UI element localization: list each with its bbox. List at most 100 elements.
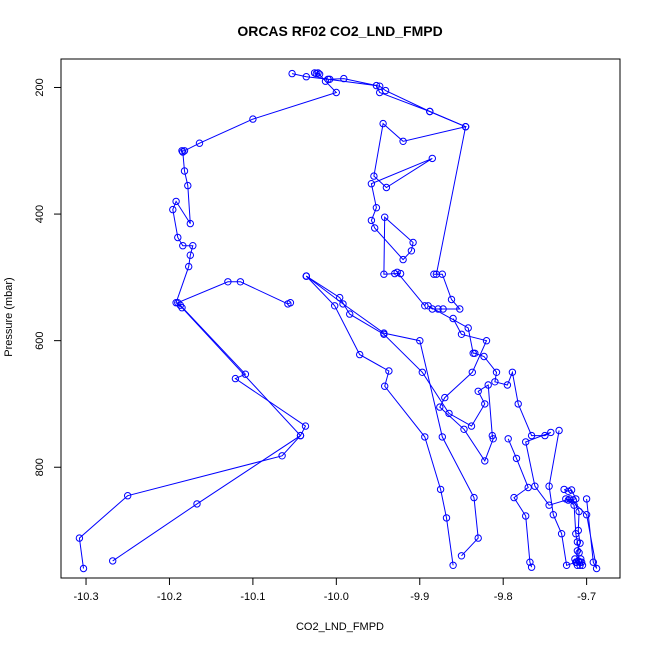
series-7 (302, 272, 482, 560)
series-1 (75, 278, 310, 573)
data-point (577, 558, 586, 566)
plot-area (60, 58, 621, 579)
y-axis-label: Pressure (mbar) (3, 277, 15, 356)
data-point (531, 482, 539, 490)
data-point (370, 172, 378, 180)
data-point (315, 70, 324, 78)
data-point (547, 428, 555, 437)
data-point (575, 507, 583, 516)
data-point (510, 493, 518, 502)
data-point (442, 514, 451, 522)
data-point (447, 295, 456, 304)
data-point (560, 485, 568, 494)
data-point (180, 167, 189, 175)
x-tick-label: -10.0 (324, 591, 349, 603)
data-point (421, 302, 429, 310)
series-line (329, 78, 598, 569)
data-point (464, 324, 472, 332)
data-point (380, 329, 388, 337)
data-point (589, 558, 597, 566)
data-point (376, 82, 384, 90)
data-point (557, 530, 566, 538)
data-point (382, 183, 391, 192)
data-point (399, 255, 407, 264)
data-point (492, 368, 501, 376)
data-point (186, 219, 195, 228)
data-point (582, 511, 591, 519)
data-point (491, 378, 499, 386)
data-point (428, 154, 436, 163)
data-point (527, 431, 536, 440)
data-point (471, 349, 479, 357)
data-point (381, 213, 389, 221)
data-point (457, 552, 466, 560)
data-point (372, 81, 381, 90)
data-point (331, 302, 339, 310)
data-point (241, 370, 250, 378)
data-point (385, 367, 393, 375)
data-point (186, 251, 195, 259)
data-point (379, 119, 387, 128)
data-point (514, 400, 522, 408)
data-point (456, 305, 464, 313)
series-8 (504, 435, 536, 571)
data-point (468, 368, 476, 376)
data-point (582, 495, 591, 503)
series-5 (302, 272, 497, 465)
data-point (236, 278, 245, 286)
series-line (112, 72, 338, 562)
x-tick-label: -10.3 (73, 591, 98, 603)
series-6 (302, 272, 457, 569)
data-point (569, 496, 577, 504)
data-point (356, 350, 364, 359)
data-point (399, 137, 407, 146)
data-point (409, 238, 417, 247)
data-point (503, 381, 512, 389)
data-point (467, 422, 476, 430)
data-point (372, 204, 381, 212)
data-point (407, 247, 416, 255)
data-point (545, 482, 553, 490)
data-point (179, 148, 187, 156)
data-point (541, 431, 549, 440)
data-point (396, 269, 405, 278)
data-point (474, 387, 482, 395)
data-point (482, 337, 491, 345)
data-point (189, 242, 197, 250)
data-point (555, 426, 563, 435)
data-point (172, 197, 180, 206)
data-point (474, 534, 482, 542)
data-point (512, 454, 521, 463)
data-point (562, 495, 570, 503)
data-point (564, 487, 572, 495)
data-point (504, 435, 512, 443)
data-point (174, 233, 182, 242)
x-tick-label: -10.2 (157, 591, 182, 603)
data-point (371, 224, 379, 232)
data-point (339, 300, 347, 308)
data-point (562, 561, 571, 569)
data-point (426, 107, 434, 116)
data-point (449, 561, 457, 569)
series-4 (326, 74, 601, 573)
data-point (470, 493, 478, 502)
data-point (574, 526, 582, 535)
data-point (549, 511, 557, 519)
y-tick-label: 800 (34, 458, 46, 476)
data-point (296, 431, 305, 440)
data-point (522, 438, 530, 446)
data-point (381, 86, 390, 95)
data-point (180, 147, 189, 155)
data-point (457, 330, 466, 338)
data-point (480, 352, 488, 361)
data-point (185, 262, 193, 271)
x-tick-label: -9.9 (410, 591, 429, 603)
data-point (75, 534, 84, 542)
data-point (109, 557, 117, 565)
data-point (178, 147, 186, 155)
series-line (305, 275, 454, 566)
data-point (124, 492, 132, 500)
data-point (224, 278, 232, 286)
data-point (489, 435, 497, 443)
data-point (481, 400, 489, 408)
